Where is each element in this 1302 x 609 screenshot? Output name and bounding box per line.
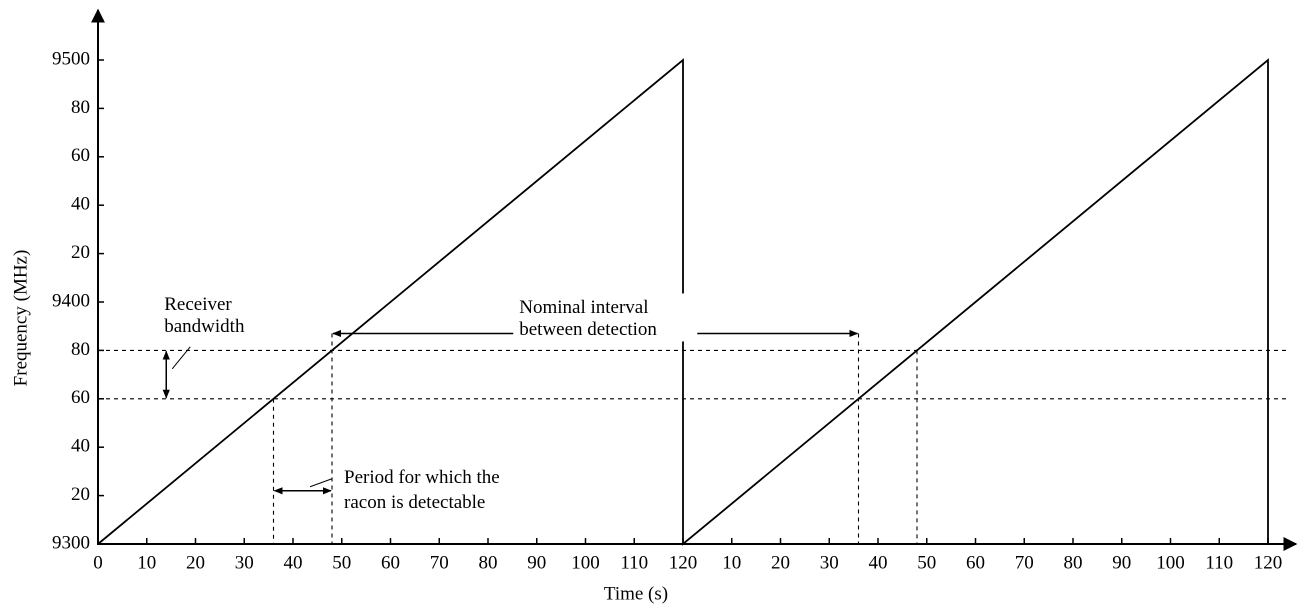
- x-tick-label: 60: [381, 552, 400, 573]
- x-tick-label: 120: [669, 552, 698, 573]
- x-tick-label: 30: [820, 552, 839, 573]
- y-axis-label: Frequency (MHz): [10, 250, 31, 387]
- y-tick-label: 80: [71, 339, 90, 360]
- x-tick-label: 80: [1064, 552, 1083, 573]
- x-tick-label: 110: [620, 552, 648, 573]
- x-tick-label: 50: [332, 552, 351, 573]
- x-tick-label: 0: [93, 552, 103, 573]
- x-tick-label: 60: [966, 552, 985, 573]
- x-tick-label: 50: [917, 552, 936, 573]
- x-tick-label: 70: [430, 552, 449, 573]
- y-tick-label: 9300: [52, 532, 90, 553]
- annotation-backdrop: [513, 293, 698, 342]
- x-tick-label: 40: [869, 552, 888, 573]
- y-tick-label: 20: [71, 242, 90, 263]
- x-tick-label: 70: [1015, 552, 1034, 573]
- y-tick-label: 60: [71, 145, 90, 166]
- x-tick-label: 80: [479, 552, 498, 573]
- annotation-leader: [309, 478, 333, 488]
- x-tick-label: 90: [527, 552, 546, 573]
- annotation-text: racon is detectable: [344, 492, 485, 513]
- x-tick-label: 120: [1254, 552, 1283, 573]
- x-tick-label: 90: [1112, 552, 1131, 573]
- y-tick-label: 40: [71, 194, 90, 215]
- x-tick-label: 110: [1205, 552, 1233, 573]
- annotation-text: Receiver: [164, 294, 232, 315]
- x-tick-label: 40: [284, 552, 303, 573]
- y-tick-label: 9400: [52, 290, 90, 311]
- series-line: [97, 58, 1269, 546]
- annotation-text: Period for which the: [344, 467, 500, 488]
- annotation-leader: [171, 346, 191, 370]
- x-tick-label: 10: [722, 552, 741, 573]
- y-tick-label: 20: [71, 484, 90, 505]
- x-tick-label: 20: [186, 552, 205, 573]
- annotation-text: between detection: [519, 319, 657, 340]
- y-tick-label: 60: [71, 387, 90, 408]
- y-tick-label: 40: [71, 436, 90, 457]
- annotation-text: bandwidth: [164, 316, 245, 337]
- x-axis-label: Time (s): [604, 583, 668, 604]
- y-tick-label: 80: [71, 97, 90, 118]
- x-tick-label: 30: [235, 552, 254, 573]
- x-tick-label: 20: [771, 552, 790, 573]
- x-tick-label: 100: [571, 552, 600, 573]
- annotation-text: Nominal interval: [519, 297, 648, 318]
- x-tick-label: 10: [137, 552, 156, 573]
- x-tick-label: 100: [1156, 552, 1185, 573]
- y-tick-label: 9500: [52, 48, 90, 69]
